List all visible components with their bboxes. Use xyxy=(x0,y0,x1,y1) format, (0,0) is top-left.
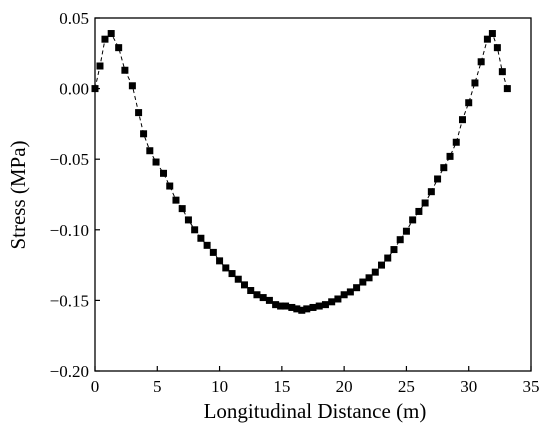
data-point xyxy=(298,306,306,314)
data-point xyxy=(421,199,429,207)
data-point xyxy=(365,274,373,282)
data-point xyxy=(503,85,511,93)
data-point xyxy=(191,226,199,234)
data-point xyxy=(272,301,280,309)
data-point xyxy=(240,281,248,289)
data-point xyxy=(309,303,317,311)
data-point xyxy=(384,254,392,262)
data-point xyxy=(209,248,217,256)
data-point xyxy=(498,68,506,76)
y-tick-label: −0.20 xyxy=(50,362,89,381)
data-point xyxy=(121,66,129,74)
data-point xyxy=(477,58,485,66)
series-line xyxy=(94,32,508,311)
plot-frame xyxy=(94,17,532,372)
data-point xyxy=(378,261,386,269)
data-point xyxy=(160,169,168,177)
data-point xyxy=(340,291,348,299)
data-point xyxy=(488,30,496,38)
data-point xyxy=(402,227,410,235)
data-point xyxy=(140,130,148,138)
data-point xyxy=(259,294,267,302)
data-point xyxy=(390,246,398,254)
data-point xyxy=(440,164,448,172)
x-tick-label: 15 xyxy=(273,377,290,396)
data-point xyxy=(293,305,301,313)
data-point xyxy=(184,216,192,224)
data-point xyxy=(166,182,174,190)
data-point xyxy=(282,302,290,310)
y-tick-label: −0.15 xyxy=(50,291,89,310)
data-point xyxy=(409,216,417,224)
data-point xyxy=(493,44,501,52)
data-point xyxy=(152,158,160,166)
data-point xyxy=(135,109,143,117)
series-layer xyxy=(91,30,511,314)
x-tick-label: 0 xyxy=(91,377,100,396)
x-tick-label: 30 xyxy=(460,377,477,396)
data-point xyxy=(288,303,296,311)
y-tick-label: −0.05 xyxy=(50,150,89,169)
data-point xyxy=(334,295,342,303)
x-tick-label: 25 xyxy=(398,377,415,396)
data-point xyxy=(222,264,230,272)
labels-layer: Longitudinal Distance (m) Stress (MPa) xyxy=(6,140,426,423)
y-tick-label: 0.00 xyxy=(59,80,89,99)
data-point xyxy=(178,205,186,213)
data-point xyxy=(446,152,454,160)
data-point xyxy=(483,35,491,43)
x-tick-label: 10 xyxy=(211,377,228,396)
data-point xyxy=(115,44,123,52)
data-point xyxy=(197,234,205,242)
data-point xyxy=(359,278,367,286)
data-point xyxy=(415,207,423,215)
data-point xyxy=(203,241,211,249)
data-point xyxy=(247,287,255,295)
data-point xyxy=(146,147,154,155)
data-point xyxy=(234,275,242,283)
data-point xyxy=(465,99,473,107)
x-tick-label: 20 xyxy=(336,377,353,396)
data-point xyxy=(353,284,361,292)
data-point xyxy=(265,296,273,304)
data-point xyxy=(101,35,109,43)
data-point xyxy=(315,302,323,310)
y-tick-label: 0.05 xyxy=(59,9,89,28)
data-point xyxy=(172,196,180,204)
data-point xyxy=(371,268,379,276)
data-point xyxy=(128,82,136,90)
data-point xyxy=(277,302,285,310)
data-point xyxy=(321,301,329,309)
data-point xyxy=(458,116,466,124)
data-point xyxy=(396,236,404,244)
data-point xyxy=(471,79,479,87)
y-axis-title: Stress (MPa) xyxy=(6,140,30,249)
data-point xyxy=(96,62,104,70)
x-tick-label: 5 xyxy=(153,377,162,396)
data-point xyxy=(346,288,354,296)
x-axis-title: Longitudinal Distance (m) xyxy=(204,399,427,423)
data-point xyxy=(434,175,442,183)
data-point xyxy=(253,291,261,299)
data-point xyxy=(216,257,224,265)
data-point xyxy=(427,188,435,196)
x-tick-label: 35 xyxy=(523,377,540,396)
data-point xyxy=(228,270,236,278)
axes-layer: 0 5 10 15 20 25 30 35 0.05 0.00 −0.05 −0.10 −0.15 −0.… xyxy=(50,9,540,396)
data-point xyxy=(303,305,311,313)
data-point xyxy=(107,30,115,38)
data-point xyxy=(452,138,460,146)
y-tick-label: −0.10 xyxy=(50,221,89,240)
data-point xyxy=(328,298,336,306)
